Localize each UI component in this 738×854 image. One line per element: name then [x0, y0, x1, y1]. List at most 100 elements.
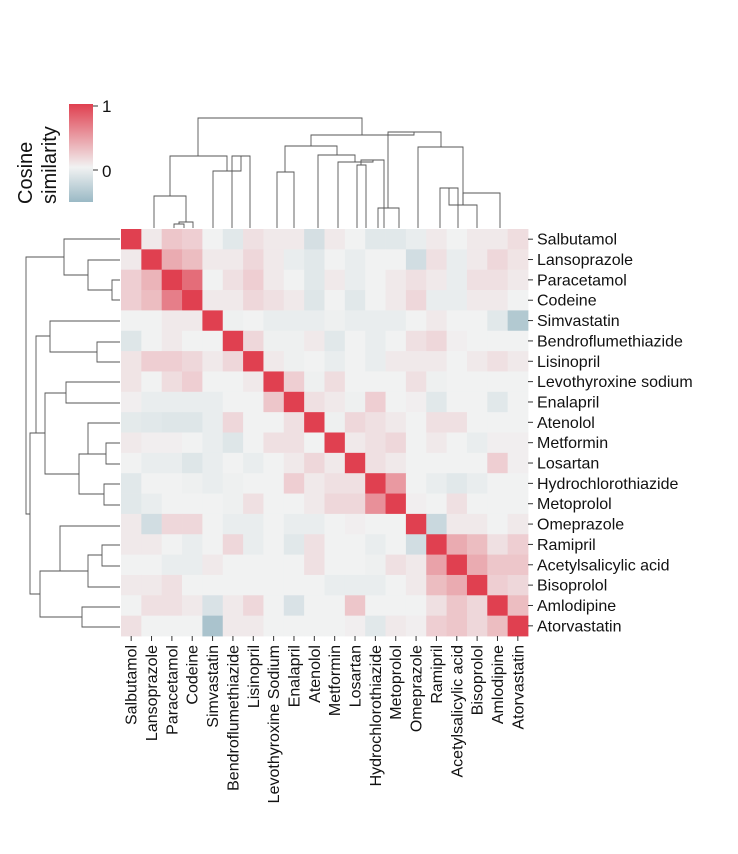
heatmap-cell	[182, 391, 203, 413]
heatmap-cell	[385, 391, 407, 413]
heatmap-cell	[182, 595, 203, 617]
heatmap-cell	[304, 473, 325, 494]
heatmap-cell	[121, 330, 142, 352]
heatmap-cell	[426, 574, 447, 596]
heatmap-cell	[141, 269, 163, 291]
heatmap-cell	[121, 615, 142, 637]
row-label: Bisoprolol	[537, 578, 607, 595]
heatmap-cell	[324, 269, 346, 291]
heatmap-cell	[161, 330, 183, 352]
heatmap-cell	[487, 432, 509, 454]
column-dendrogram	[153, 117, 501, 228]
heatmap-cell	[507, 249, 529, 271]
heatmap-cell	[161, 432, 183, 454]
heatmap-cell	[344, 412, 366, 433]
row-label: Losartan	[537, 456, 599, 473]
heatmap-cell	[243, 412, 264, 433]
heatmap-cell	[202, 595, 224, 617]
heatmap-cell	[283, 330, 305, 352]
heatmap-cell	[487, 310, 509, 332]
heatmap-cell	[121, 249, 142, 271]
heatmap-cell	[507, 371, 529, 393]
col-label: Simvastatin	[205, 645, 222, 728]
heatmap-cell	[446, 330, 468, 352]
row-label: Paracetamol	[537, 272, 627, 289]
heatmap-cell	[283, 534, 305, 555]
heatmap-cell	[202, 351, 224, 372]
heatmap-cell	[446, 351, 468, 372]
heatmap-cell	[385, 513, 407, 535]
heatmap-cell	[507, 229, 529, 250]
heatmap-cell	[283, 554, 305, 576]
heatmap-cell	[365, 391, 386, 413]
heatmap-cell	[283, 351, 305, 372]
heatmap-cell	[243, 432, 264, 454]
colorbar: Cosine similarity 1 0	[15, 97, 111, 204]
heatmap-cell	[426, 595, 447, 617]
heatmap-cell	[426, 290, 447, 311]
heatmap-cell	[202, 229, 224, 250]
heatmap-cell	[466, 310, 488, 332]
row-label: Lisinopril	[537, 354, 600, 371]
heatmap-cell	[222, 229, 244, 250]
heatmap-cell	[304, 412, 325, 433]
heatmap-cell	[405, 554, 427, 576]
heatmap-cell	[283, 595, 305, 617]
heatmap-cell	[304, 615, 325, 637]
heatmap-cell	[243, 310, 264, 332]
heatmap-cell	[446, 473, 468, 494]
heatmap-cell	[324, 554, 346, 576]
heatmap-cell	[182, 290, 203, 311]
heatmap-cell	[243, 615, 264, 637]
heatmap-cell	[466, 574, 488, 596]
col-label: Enalapril	[286, 645, 303, 707]
heatmap-cell	[243, 371, 264, 393]
heatmap-cell	[405, 351, 427, 372]
col-labels: Salbutamol Lansoprazole Paracetamol Codeine…	[124, 636, 527, 803]
heatmap-cell	[222, 330, 244, 352]
heatmap-cell	[121, 493, 142, 515]
heatmap-cell	[405, 269, 427, 291]
heatmap-cell	[507, 269, 529, 291]
heatmap-cell	[161, 615, 183, 637]
heatmap-cell	[344, 554, 366, 576]
heatmap-cell	[446, 229, 468, 250]
row-label: Lansoprazole	[537, 252, 633, 269]
heatmap-cell	[466, 371, 488, 393]
heatmap-cell	[385, 452, 407, 474]
heatmap-cell	[161, 554, 183, 576]
heatmap-cell	[263, 269, 285, 291]
heatmap-cell	[426, 310, 447, 332]
heatmap-cell	[426, 534, 447, 555]
heatmap-cell	[121, 371, 142, 393]
heatmap-cell	[222, 412, 244, 433]
heatmap-cell	[141, 412, 163, 433]
heatmap-cell	[365, 371, 386, 393]
heatmap-cell	[487, 371, 509, 393]
heatmap-cell	[466, 493, 488, 515]
heatmap-cell	[263, 351, 285, 372]
heatmap-cell	[283, 615, 305, 637]
heatmap-cell	[161, 249, 183, 271]
heatmap-cell	[141, 595, 163, 617]
heatmap-cell	[243, 330, 264, 352]
heatmap-cell	[283, 493, 305, 515]
heatmap-cell	[385, 269, 407, 291]
heatmap-cell	[344, 290, 366, 311]
heatmap-cell	[222, 290, 244, 311]
heatmap-cell	[324, 249, 346, 271]
heatmap-cell	[446, 452, 468, 474]
heatmap-cell	[263, 391, 285, 413]
heatmap-cell	[324, 432, 346, 454]
heatmap-cell	[202, 473, 224, 494]
heatmap-cell	[324, 310, 346, 332]
heatmap-cell	[141, 249, 163, 271]
heatmap-cell	[487, 595, 509, 617]
row-dendrogram	[25, 238, 120, 628]
heatmap-cell	[243, 391, 264, 413]
heatmap-cell	[182, 412, 203, 433]
colorbar-gradient	[69, 104, 93, 202]
heatmap-cell	[243, 269, 264, 291]
heatmap-cell	[202, 452, 224, 474]
